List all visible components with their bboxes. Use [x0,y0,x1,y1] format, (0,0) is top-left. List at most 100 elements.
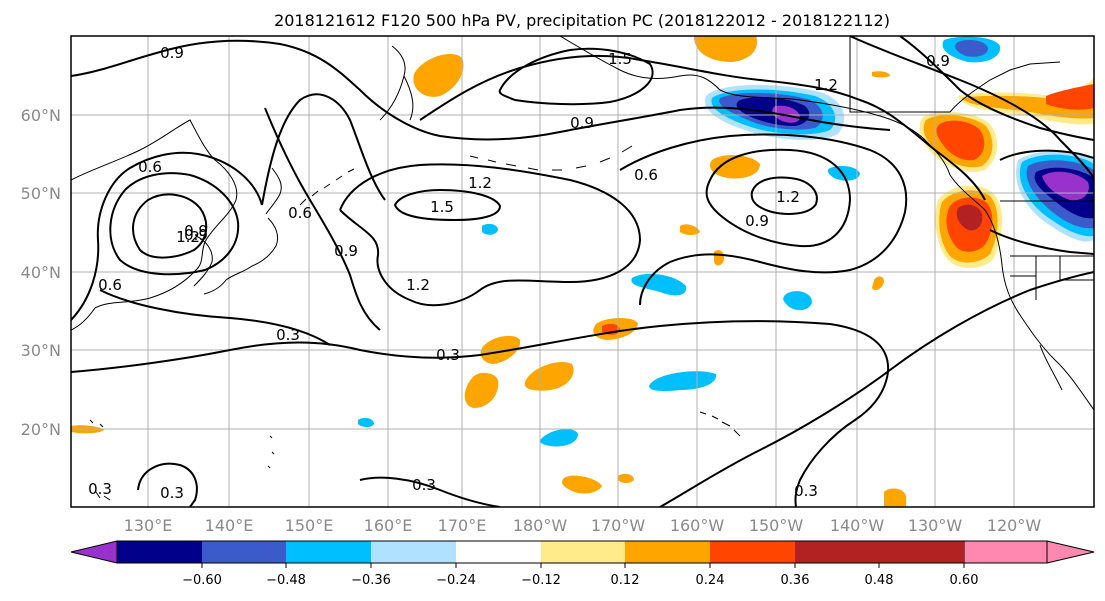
coast-japan [203,167,282,295]
pv-contour-right-low [989,149,1094,255]
pv-contour-1.2-ring-nw [132,193,208,259]
lon-label: 140°E [205,516,254,535]
lon-label: 130°E [124,516,173,535]
precip-negative-small-4 [540,429,578,447]
coast-kurils [299,168,355,206]
pv-contour-0.9-north [71,39,891,141]
precip-positive-pac-3 [464,372,499,408]
figure-title: 2018121612 F120 500 hPa PV, precipitatio… [274,11,890,30]
precip-negative-small-2 [783,291,812,311]
colorbar-tick-label: 0.36 [781,573,810,588]
colorbar-extend-low [70,540,118,564]
lon-label: 160°E [364,516,413,535]
longitude-labels: 130°E 140°E 150°E 160°E 170°E 180°W 170°… [124,516,1042,535]
pv-label: 0.6 [98,276,122,294]
pv-label: 0.9 [926,52,950,70]
precip-positive-canada [958,76,1094,125]
lat-label: 40°N [21,263,61,282]
lat-label: 60°N [21,106,61,125]
lon-label: 140°W [830,516,885,535]
pv-contour-1.5-center [393,188,502,222]
colorbar-segment [202,541,286,563]
pv-contour-0.9-japan [264,107,381,331]
pv-contour-1.2-center [339,163,642,307]
colorbar-tick-label: −0.60 [182,573,222,588]
lon-label: 180°W [513,516,568,535]
colorbar-tick-label: −0.24 [436,573,476,588]
pv-label: 0.3 [412,476,436,494]
pv-contour-0.3-south-east [659,271,1094,507]
colorbar-segment [286,541,371,563]
lon-label: 170°E [438,516,487,535]
pv-label: 0.6 [288,204,312,222]
lon-label: 150°W [749,516,804,535]
colorbar-extend-high [963,540,1095,564]
pv-label: 0.3 [436,346,460,364]
precip-positive-pac-1 [709,155,760,179]
lon-label: 170°W [591,516,646,535]
colorbar-tick-label: 0.60 [950,573,979,588]
pv-label: 1.2 [176,228,200,246]
pv-contour-0.6-east [619,133,908,306]
pv-label: 0.9 [334,242,358,260]
colorbar-segment [710,541,795,563]
coast-alaska [559,36,951,176]
precip-positive-pac-8 [872,276,884,290]
precip-shading [71,36,1094,507]
colorbar-tick-label: −0.48 [266,573,306,588]
colorbar-outline [116,540,1048,564]
colorbar-segment [625,541,710,563]
precip-positive-pac-6 [562,475,602,494]
pv-label: 1.2 [406,276,430,294]
colorbar-segment [879,541,964,563]
border-states [1010,255,1094,300]
pv-label: 0.3 [794,482,818,500]
latitude-labels: 60°N 50°N 40°N 30°N 20°N [21,106,61,439]
colorbar-segment [541,541,625,563]
pv-contour-0.3-main [71,320,890,507]
colorbar: −0.60 −0.48 −0.36 −0.24 −0.12 0.12 0.24 … [70,540,1095,588]
pv-label: 1.2 [468,174,492,192]
precip-positive-pnw [935,185,1003,269]
coastlines [71,36,1094,501]
coast-asia-mainland [71,119,238,331]
map-area: 0.9 1.5 1.2 0.9 0.6 1.2 1.5 1.2 0.9 0.6 … [70,35,1095,508]
lat-label: 30°N [21,341,61,360]
pv-contours [71,36,1094,507]
colorbar-segment [371,541,456,563]
precip-positive-pac-4 [524,361,574,391]
coast-hawaii [699,411,741,437]
lon-label: 120°W [987,516,1042,535]
lat-label: 50°N [21,184,61,203]
pv-label: 1.5 [430,198,454,216]
pv-label: 0.9 [160,44,184,62]
pv-label: 0.3 [276,326,300,344]
precip-negative-north [942,36,1001,63]
precip-positive-bering [694,36,757,62]
pv-label: 0.3 [88,480,112,498]
precip-negative-small-1 [631,273,687,296]
pv-contour-1.2-right [849,36,1094,181]
precip-positive-pac-7 [884,488,906,507]
colorbar-segment [456,541,541,563]
coast-kamchatka [379,45,414,121]
precip-positive-bc-coast [919,111,998,173]
pv-contour-0.9-ring-nw [109,172,240,276]
pv-label: 1.5 [608,50,632,68]
pv-label: 0.9 [745,212,769,230]
pv-contour-0.3-nw [99,289,331,346]
pv-contour-1.2-gulf [419,54,986,201]
pv-label: 1.2 [776,188,800,206]
colorbar-tick-label: 0.12 [611,573,640,588]
lon-label: 130°W [908,516,963,535]
pv-contour-1.2-east [750,176,818,215]
precip-negative-small-5 [827,166,860,181]
lon-label: 160°W [670,516,725,535]
lon-label: 150°E [285,516,334,535]
colorbar-tick-labels: −0.60 −0.48 −0.36 −0.24 −0.12 0.12 0.24 … [182,573,978,588]
precip-positive-okhotsk [413,53,464,97]
lat-label: 20°N [21,420,61,439]
precip-positive-pac-12 [872,71,890,78]
pv-label: 0.6 [138,158,162,176]
precip-positive-pac-10 [680,224,700,235]
